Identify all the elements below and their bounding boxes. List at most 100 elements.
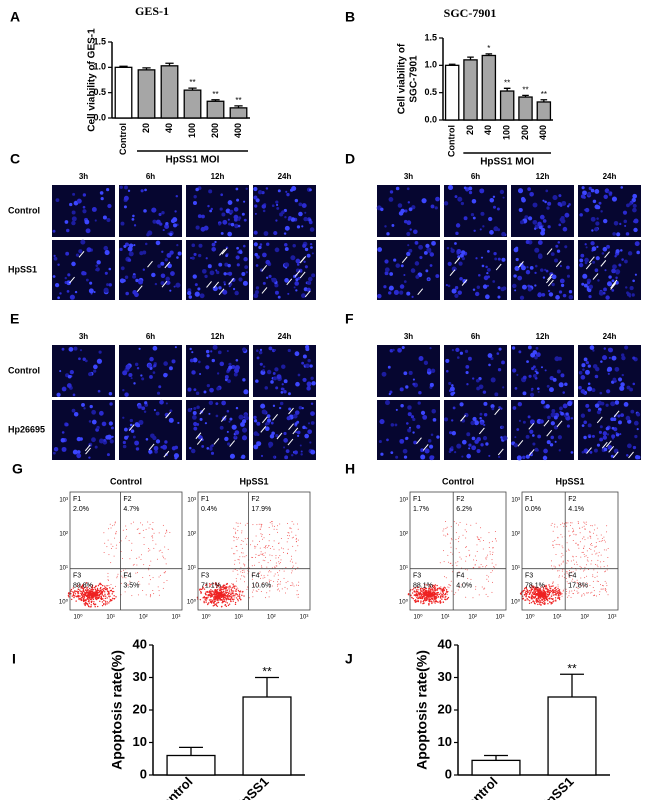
event [292,562,293,563]
cell [607,281,612,286]
event [296,541,297,542]
cell [308,277,313,282]
cell [288,392,291,395]
cell [307,382,312,387]
y-tick-label: 0.5 [424,87,437,97]
cell [611,269,616,274]
significance: ** [567,661,577,675]
cell [161,211,164,214]
cell [460,352,463,355]
event [577,593,578,594]
x-tick-label: 10³ [300,615,309,621]
cell [190,359,194,363]
cell [93,369,96,372]
event [207,592,208,593]
event [291,556,292,557]
event [525,592,526,593]
cell [71,221,75,225]
y-axis-label: Apoptosis rate(%) [414,650,430,770]
event [438,594,439,595]
event [245,538,246,539]
event [536,594,537,595]
cell [445,359,449,363]
event [551,602,552,603]
event [265,597,266,598]
event [547,603,548,604]
cell [579,263,583,267]
cell [446,284,448,286]
cell [88,372,92,376]
event [104,591,105,592]
event [427,598,428,599]
cell [213,286,218,291]
event [431,601,432,602]
cell [86,279,89,282]
event [135,573,136,574]
x-tick-label: 10⁰ [201,614,211,621]
cell [154,446,159,451]
event [166,530,167,531]
cell [396,263,401,268]
cell [465,365,469,369]
y-tick-label: 10² [59,532,68,538]
event [108,602,109,603]
cell [517,455,522,460]
cell [205,365,209,369]
event [242,572,243,573]
event [592,545,593,546]
cell [526,360,529,363]
cell [130,424,133,427]
event [571,560,572,561]
cell [255,379,259,383]
event [246,544,247,545]
event [233,536,234,537]
event [244,565,245,566]
quadrant-label: F4 [123,573,131,580]
cell [133,244,135,246]
cell [600,425,603,428]
event [146,594,147,595]
event [542,594,543,595]
event [600,567,601,568]
event [78,591,79,592]
cell [395,456,398,459]
cell [404,220,408,224]
cell [210,270,215,275]
cell [425,448,430,453]
cell [461,202,464,205]
event [81,594,82,595]
event [572,593,573,594]
event [241,544,242,545]
cell [156,412,160,416]
event [270,548,271,549]
event [163,582,164,583]
event [429,591,430,592]
cell [153,364,156,367]
event [275,574,276,575]
event [158,586,159,587]
cell [309,441,311,443]
y-axis-label: Cell viability of GES-1 [87,28,98,132]
event [233,595,234,596]
sample-title: HpSS1 [239,476,268,486]
cell [582,424,585,427]
event [272,523,273,524]
event [267,547,268,548]
event [265,546,266,547]
event [443,595,444,596]
event [557,588,558,589]
cell [279,407,281,409]
event [415,599,416,600]
event [279,549,280,550]
event [278,543,279,544]
event [568,531,569,532]
event [230,592,231,593]
cell [592,435,595,438]
cell [435,274,439,278]
event [435,594,436,595]
cell [612,356,617,361]
cell [53,452,56,455]
event [594,590,595,591]
cell [466,454,471,459]
event [415,592,416,593]
